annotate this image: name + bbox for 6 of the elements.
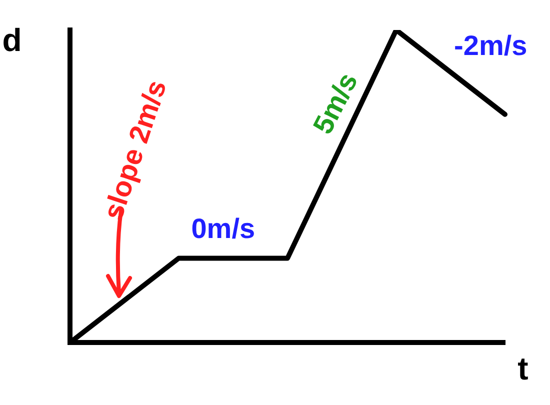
x-axis-title: t — [518, 350, 529, 386]
annotation: 0m/s — [191, 212, 256, 244]
annotation: slope 2m/s — [97, 76, 172, 224]
annotation: 5m/s — [307, 68, 364, 139]
annotation: -2m/s — [454, 30, 528, 61]
y-axis-title: d — [2, 22, 22, 58]
